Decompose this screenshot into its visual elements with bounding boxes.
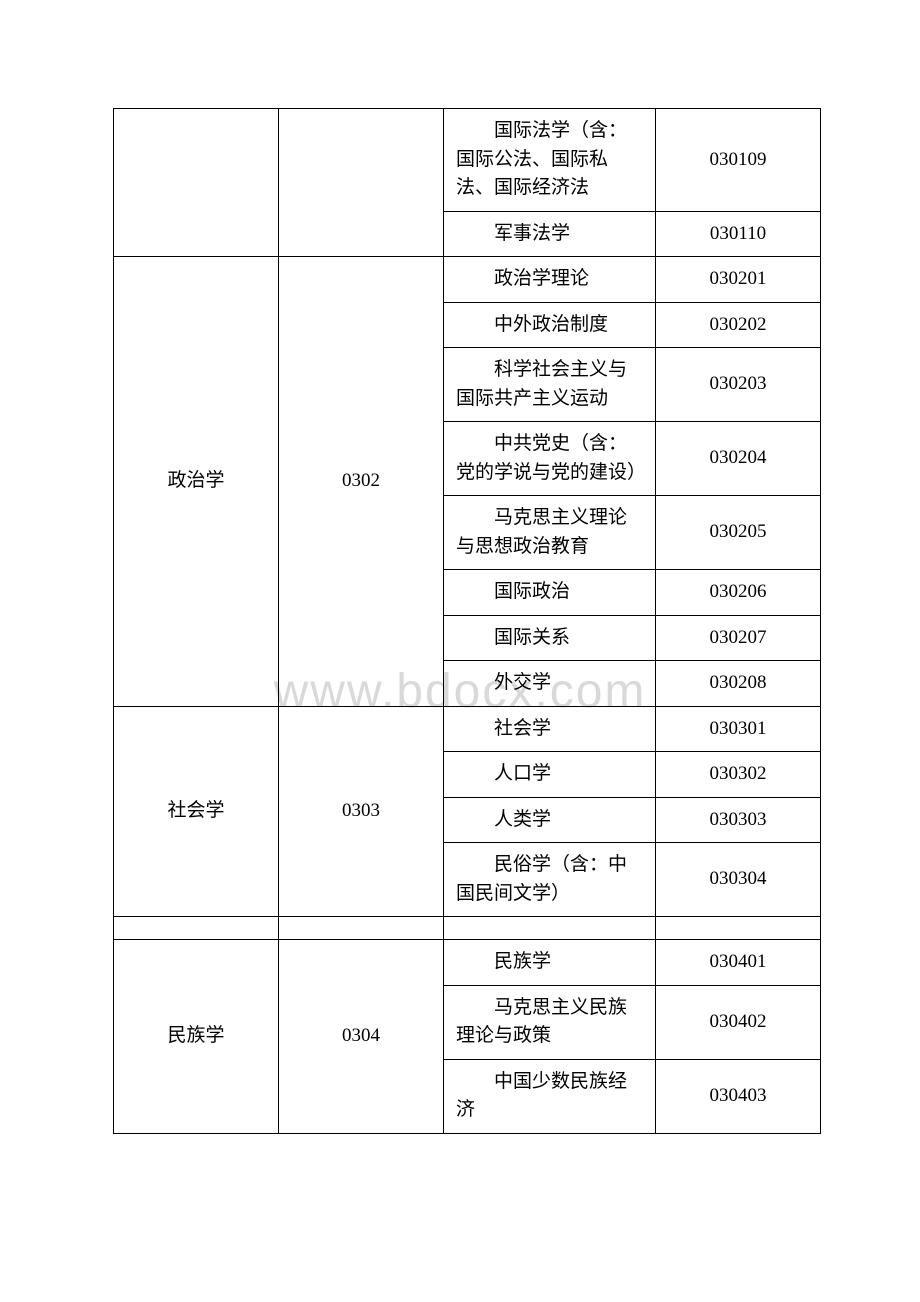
item-name-cell: 中外政治制度 [444, 302, 656, 348]
item-name-cell: 科学社会主义与国际共产主义运动 [444, 348, 656, 422]
table-row: 国际法学（含：国际公法、国际私法、国际经济法030109 [114, 109, 821, 212]
item-name-cell: 人类学 [444, 797, 656, 843]
item-code-cell: 030206 [656, 570, 821, 616]
item-name-cell: 国际政治 [444, 570, 656, 616]
item-name-cell: 国际关系 [444, 615, 656, 661]
spacer-row [114, 917, 821, 940]
category-code-cell: 0302 [279, 257, 444, 707]
category-code-cell [279, 109, 444, 257]
item-name-cell: 国际法学（含：国际公法、国际私法、国际经济法 [444, 109, 656, 212]
item-name-cell: 马克思主义民族理论与政策 [444, 985, 656, 1059]
category-cell [114, 109, 279, 257]
item-code-cell: 030204 [656, 422, 821, 496]
item-name-cell: 中共党史（含：党的学说与党的建设） [444, 422, 656, 496]
category-code-cell: 0303 [279, 706, 444, 917]
category-cell: 政治学 [114, 257, 279, 707]
item-code-cell: 030208 [656, 661, 821, 707]
item-name-cell: 政治学理论 [444, 257, 656, 303]
item-code-cell: 030402 [656, 985, 821, 1059]
item-code-cell: 030109 [656, 109, 821, 212]
item-code-cell: 030205 [656, 496, 821, 570]
item-name-cell: 马克思主义理论与思想政治教育 [444, 496, 656, 570]
spacer-cell [444, 917, 656, 940]
item-code-cell: 030302 [656, 752, 821, 798]
item-name-cell: 中国少数民族经济 [444, 1059, 656, 1133]
item-name-cell: 民俗学（含：中国民间文学） [444, 843, 656, 917]
category-cell: 民族学 [114, 940, 279, 1134]
table-row: 民族学0304民族学030401 [114, 940, 821, 986]
spacer-cell [279, 917, 444, 940]
item-name-cell: 社会学 [444, 706, 656, 752]
item-code-cell: 030203 [656, 348, 821, 422]
item-code-cell: 030207 [656, 615, 821, 661]
spacer-cell [656, 917, 821, 940]
table-row: 社会学0303社会学030301 [114, 706, 821, 752]
item-code-cell: 030201 [656, 257, 821, 303]
category-cell: 社会学 [114, 706, 279, 917]
table-row: 政治学0302政治学理论030201 [114, 257, 821, 303]
item-code-cell: 030304 [656, 843, 821, 917]
item-name-cell: 民族学 [444, 940, 656, 986]
item-name-cell: 人口学 [444, 752, 656, 798]
item-code-cell: 030202 [656, 302, 821, 348]
item-code-cell: 030110 [656, 211, 821, 257]
item-code-cell: 030403 [656, 1059, 821, 1133]
spacer-cell [114, 917, 279, 940]
category-code-cell: 0304 [279, 940, 444, 1134]
item-code-cell: 030303 [656, 797, 821, 843]
discipline-table: 国际法学（含：国际公法、国际私法、国际经济法030109军事法学030110政治… [113, 108, 821, 1134]
item-name-cell: 外交学 [444, 661, 656, 707]
item-name-cell: 军事法学 [444, 211, 656, 257]
item-code-cell: 030301 [656, 706, 821, 752]
item-code-cell: 030401 [656, 940, 821, 986]
